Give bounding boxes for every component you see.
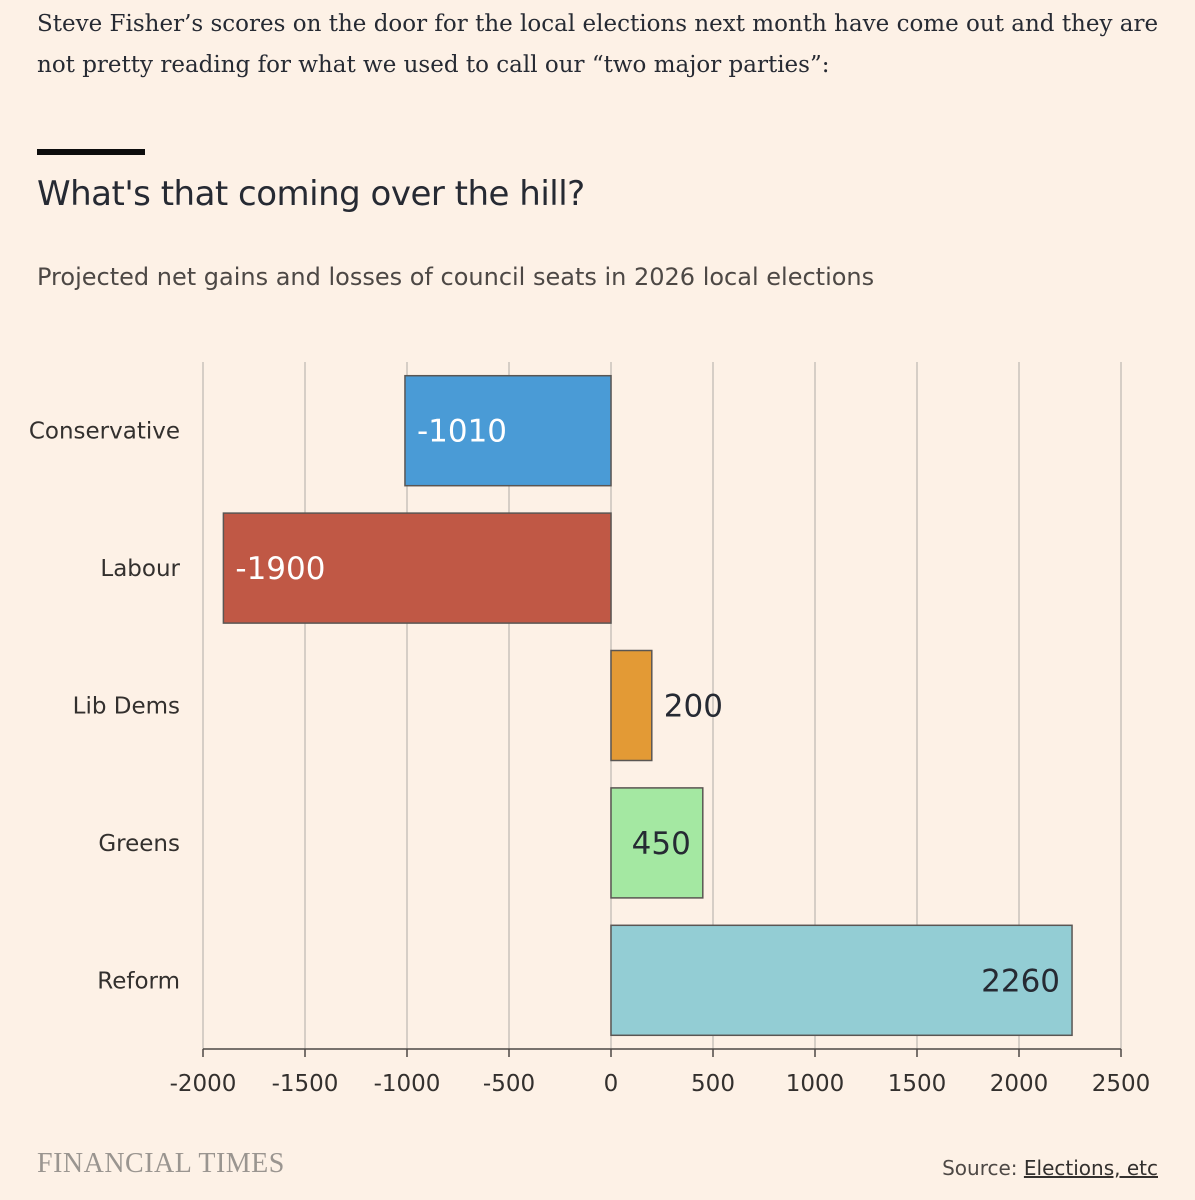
ft-logo: FINANCIAL TIMES xyxy=(37,1148,285,1179)
bar-lib-dems xyxy=(610,649,653,762)
x-tick-label: 2000 xyxy=(990,1071,1049,1097)
source-link[interactable]: Elections, etc xyxy=(1023,1156,1158,1180)
source-note: Source: Elections, etc xyxy=(942,1156,1158,1180)
x-tick-label: 1000 xyxy=(786,1071,845,1097)
x-tick-label: 500 xyxy=(691,1071,735,1097)
x-tick-label: -1500 xyxy=(272,1071,339,1097)
chart-subtitle: Projected net gains and losses of counci… xyxy=(37,263,875,291)
bar-labour xyxy=(222,512,612,624)
category-label: Lib Dems xyxy=(73,694,180,720)
data-label: 450 xyxy=(632,826,691,862)
category-label: Labour xyxy=(100,556,180,582)
x-tick-label: 2500 xyxy=(1092,1071,1151,1097)
data-label: -1900 xyxy=(235,551,325,587)
intro-paragraph: Steve Fisher’s scores on the door for th… xyxy=(37,11,1159,78)
x-tick-label: -1000 xyxy=(374,1071,441,1097)
data-label: 2260 xyxy=(981,963,1060,999)
category-label: Conservative xyxy=(29,419,180,445)
category-label: Greens xyxy=(98,831,180,857)
bar-conservative xyxy=(404,374,612,487)
x-tick-label: 0 xyxy=(604,1071,619,1097)
bar-chart: -2000 -1500 -1000 -500 0 500 1000 1500 2000 2500 C… xyxy=(29,362,1151,1097)
category-label: Reform xyxy=(97,968,180,994)
x-tick-label: -2000 xyxy=(170,1071,237,1097)
chart-title: What's that coming over the hill? xyxy=(37,174,585,214)
bar-reform xyxy=(610,924,1073,1037)
title-rule xyxy=(37,149,145,155)
x-tick-label: -500 xyxy=(483,1071,535,1097)
data-label: 200 xyxy=(664,689,723,725)
x-tick-label: 1500 xyxy=(888,1071,947,1097)
data-label: -1010 xyxy=(417,414,507,450)
source-prefix: Source: xyxy=(942,1156,1024,1180)
bar-greens xyxy=(610,787,704,899)
